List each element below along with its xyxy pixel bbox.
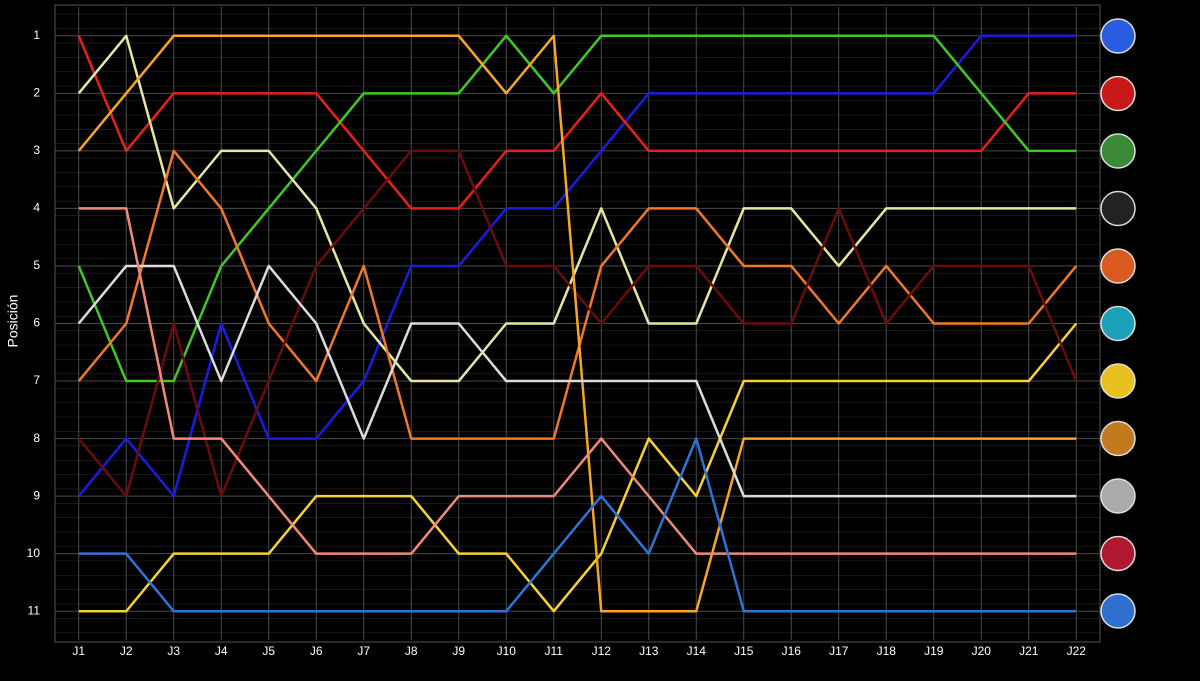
x-tick-label: J17 (829, 644, 849, 658)
team-logo (1100, 133, 1136, 169)
x-tick-label: J13 (639, 644, 659, 658)
y-tick-label: 2 (33, 85, 40, 99)
y-tick-label: 9 (33, 488, 40, 502)
team-logo (1100, 363, 1136, 399)
x-tick-label: J19 (924, 644, 944, 658)
series-line (78, 437, 1077, 613)
x-tick-label: J12 (592, 644, 612, 658)
team-logo (1100, 535, 1136, 572)
x-tick-label: J10 (497, 644, 517, 658)
y-tick-label: 11 (28, 603, 41, 617)
series-line (78, 322, 1078, 613)
x-tick-label: J14 (687, 644, 707, 658)
series-line (77, 34, 1077, 613)
x-tick-label: J9 (452, 644, 465, 658)
x-tick-label: J1 (72, 644, 85, 658)
x-tick-label: J3 (167, 644, 180, 658)
y-tick-label: 3 (33, 143, 40, 157)
x-tick-label: J16 (782, 644, 802, 658)
x-tick-label: J4 (215, 644, 228, 658)
series-line (77, 34, 1077, 383)
series-line (77, 34, 1077, 383)
y-axis-label: Posición (5, 295, 21, 348)
y-tick-label: 10 (27, 546, 41, 560)
team-logo (1100, 75, 1136, 112)
series-line (77, 34, 1077, 498)
x-tick-label: J6 (310, 644, 323, 658)
y-tick-label: 5 (33, 258, 40, 272)
x-tick-label: J8 (405, 644, 418, 658)
team-logo (1100, 420, 1136, 457)
team-logo (1100, 248, 1136, 284)
team-logo (1100, 478, 1136, 514)
x-tick-label: J7 (357, 644, 370, 658)
team-logo (1100, 305, 1136, 342)
y-tick-label: 7 (33, 373, 40, 387)
x-tick-label: J20 (972, 644, 992, 658)
x-tick-label: J15 (734, 644, 754, 658)
series-line (77, 264, 1077, 498)
x-tick-label: J21 (1019, 644, 1039, 658)
team-logo (1100, 593, 1136, 629)
x-tick-label: J2 (120, 644, 133, 658)
team-logo (1100, 190, 1136, 227)
team-logo (1100, 18, 1136, 54)
y-tick-label: 6 (33, 316, 40, 330)
series-line (77, 35, 1077, 210)
x-tick-label: J18 (877, 644, 897, 658)
series-line (78, 207, 1077, 555)
y-tick-label: 4 (33, 201, 40, 215)
y-tick-label: 8 (33, 431, 40, 445)
x-tick-label: J22 (1067, 644, 1087, 658)
x-tick-label: J11 (545, 644, 564, 658)
x-tick-label: J5 (262, 644, 275, 658)
y-tick-label: 1 (33, 28, 40, 42)
plot-frame (54, 4, 1101, 643)
series-line (77, 149, 1078, 498)
